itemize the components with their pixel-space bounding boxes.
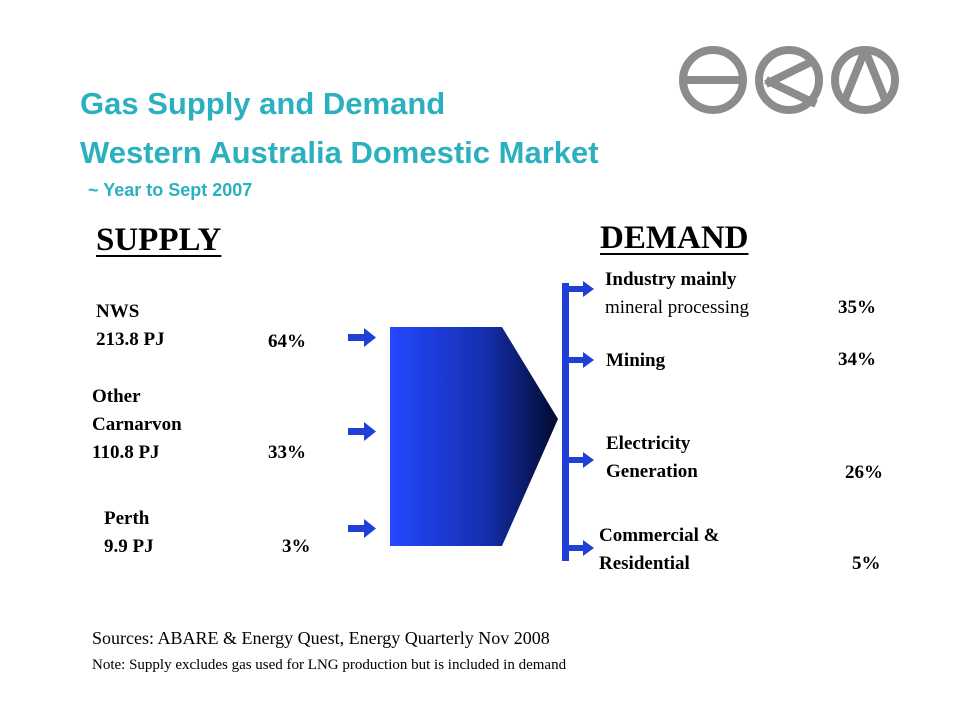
demand-commercial-line-1: Commercial & <box>599 525 720 546</box>
demand-arrow-industry-icon <box>569 281 594 297</box>
supply-nws-amount: 213.8 PJ <box>96 329 165 350</box>
supply-perth-amount: 9.9 PJ <box>104 536 154 557</box>
title-line-1: Gas Supply and Demand <box>80 86 446 121</box>
demand-arrow-mining-icon <box>569 352 594 368</box>
demand-industry-line-2: mineral processing <box>605 297 750 318</box>
supply-nws-name: NWS <box>96 301 140 322</box>
demand-electricity-line-2: Generation <box>606 461 698 482</box>
supply-arrow-other-icon <box>348 422 376 441</box>
title-subtitle: ~ Year to Sept 2007 <box>88 180 253 200</box>
supply-perth-percent: 3% <box>282 536 311 557</box>
supply-other-percent: 33% <box>268 442 306 463</box>
supply-other-carnarvon: Other Carnarvon 110.8 PJ <box>92 383 182 467</box>
supply-arrow-perth-icon <box>348 519 376 538</box>
sources-text: Sources: ABARE & Energy Quest, Energy Qu… <box>92 628 550 648</box>
demand-electricity: Electricity Generation <box>606 430 698 486</box>
distribution-bar <box>562 283 569 561</box>
supply-nws: NWS 213.8 PJ <box>96 298 165 354</box>
demand-electricity-line-1: Electricity <box>606 433 691 454</box>
note-text: Note: Supply excludes gas used for LNG p… <box>92 657 567 673</box>
demand-mining-percent: 34% <box>838 349 876 370</box>
funnel-shape <box>390 327 558 546</box>
supply-perth: Perth 9.9 PJ <box>104 505 154 561</box>
supply-nws-percent: 64% <box>268 331 306 352</box>
demand-heading: DEMAND <box>600 220 749 256</box>
demand-arrow-commercial-icon <box>569 540 594 556</box>
demand-industry: Industry mainly mineral processing <box>605 266 749 322</box>
demand-commercial-line-2: Residential <box>599 553 690 574</box>
supply-arrow-nws-icon <box>348 328 376 347</box>
eqg-logo-icon <box>679 46 899 114</box>
supply-perth-name: Perth <box>104 508 150 529</box>
demand-commercial-percent: 5% <box>852 553 881 574</box>
demand-industry-line-1: Industry mainly <box>605 269 737 290</box>
demand-industry-percent: 35% <box>838 297 876 318</box>
flow-diagram <box>348 281 594 561</box>
demand-arrow-electricity-icon <box>569 452 594 468</box>
demand-commercial: Commercial & Residential <box>599 522 719 578</box>
supply-other-name-1: Other <box>92 386 141 407</box>
demand-electricity-percent: 26% <box>845 462 883 483</box>
demand-mining: Mining <box>606 350 666 371</box>
supply-heading: SUPPLY <box>96 222 222 258</box>
title-line-2: Western Australia Domestic Market <box>80 135 599 170</box>
supply-other-amount: 110.8 PJ <box>92 442 160 463</box>
supply-other-name-2: Carnarvon <box>92 414 182 435</box>
